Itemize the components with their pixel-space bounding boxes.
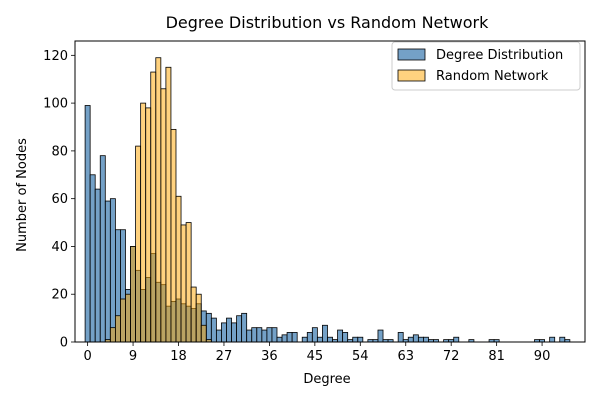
bar-series-1-degree-9 (130, 246, 136, 343)
bar-series-0-degree-27 (221, 322, 227, 343)
bar-series-0-degree-29 (231, 322, 237, 343)
bar-series-0-degree-2 (94, 188, 101, 343)
y-tick-label-40: 40 (51, 240, 68, 255)
bar-series-1-degree-19 (180, 224, 187, 343)
y-tick-label-60: 60 (51, 192, 68, 207)
y-ticks: 0 20 40 60 80 100 120 (43, 49, 75, 351)
bar-series-1-degree-21 (190, 286, 197, 343)
bar-series-1-degree-16 (165, 66, 172, 343)
bar-series-0-degree-94 (559, 336, 566, 343)
bar-series-0-degree-53 (352, 336, 359, 343)
legend-label-degree-distribution: Degree Distribution (436, 48, 563, 63)
legend: Degree Distribution Random Network (391, 41, 581, 91)
bar-series-0-degree-35 (261, 329, 268, 343)
bar-series-0-degree-48 (327, 336, 333, 343)
x-axis-label: Degree (303, 372, 350, 387)
x-tick-label-18: 18 (170, 349, 187, 364)
x-tick-label-72: 72 (443, 349, 460, 364)
bar-series-0-degree-30 (236, 315, 243, 343)
bar-series-0-degree-51 (342, 332, 349, 343)
bar-series-1-degree-11 (140, 102, 147, 343)
bar-series-0-degree-34 (256, 327, 263, 343)
bar-series-0-degree-33 (251, 327, 258, 343)
bar-series-0-degree-4 (104, 200, 111, 343)
y-tick-label-0: 0 (60, 336, 68, 351)
bar-series-0-degree-37 (271, 327, 278, 343)
bar-series-0-degree-40 (286, 332, 293, 343)
bar-series-0-degree-64 (407, 336, 414, 343)
plot-frame (74, 40, 586, 343)
bar-series-0-degree-50 (337, 329, 344, 343)
bar-series-1-degree-14 (155, 57, 162, 343)
bar-series-1-degree-7 (120, 298, 126, 343)
x-tick-label-9: 9 (129, 349, 137, 364)
bar-series-0-degree-0 (84, 105, 91, 343)
bar-series-0-degree-28 (226, 317, 232, 343)
legend-swatch-random-network (397, 69, 426, 82)
bar-series-0-degree-45 (311, 327, 318, 343)
bar-series-1-degree-5 (109, 327, 116, 343)
bars-layer (84, 57, 571, 343)
y-axis-label: Number of Nodes (15, 138, 30, 252)
bar-series-1-degree-15 (160, 88, 167, 343)
bar-series-0-degree-1 (89, 174, 96, 343)
x-tick-label-90: 90 (534, 349, 551, 364)
y-tick-label-20: 20 (51, 288, 68, 303)
x-tick-label-27: 27 (216, 349, 233, 364)
bar-series-0-degree-31 (241, 312, 248, 343)
bar-series-0-degree-43 (301, 336, 308, 343)
bar-series-0-degree-66 (417, 336, 424, 343)
y-tick-label-120: 120 (43, 49, 68, 64)
bar-series-0-degree-26 (215, 329, 222, 343)
bar-series-1-degree-6 (114, 315, 121, 343)
x-tick-label-36: 36 (261, 349, 278, 364)
bar-series-0-degree-24 (205, 312, 212, 343)
y-tick-label-80: 80 (51, 144, 68, 159)
bar-series-0-degree-36 (266, 327, 273, 343)
bar-series-0-degree-41 (291, 332, 298, 343)
bar-series-1-degree-23 (200, 324, 207, 343)
bar-series-0-degree-38 (276, 336, 283, 343)
x-tick-label-81: 81 (488, 349, 505, 364)
bar-series-0-degree-92 (549, 336, 556, 343)
bar-series-1-degree-10 (135, 145, 142, 343)
bar-series-1-degree-17 (170, 128, 177, 343)
bar-series-0-degree-73 (453, 336, 460, 343)
bar-series-0-degree-25 (210, 317, 217, 343)
x-ticks: 0 9 18 27 36 45 54 63 72 81 90 (83, 342, 550, 364)
x-tick-label-63: 63 (397, 349, 414, 364)
bar-series-1-degree-13 (150, 71, 157, 343)
bar-series-0-degree-5 (109, 198, 116, 343)
bar-series-0-degree-46 (316, 336, 323, 343)
x-tick-label-45: 45 (307, 349, 324, 364)
legend-frame (391, 41, 581, 91)
bar-series-1-degree-18 (175, 195, 182, 343)
legend-swatch-degree-distribution (397, 48, 426, 61)
bar-series-1-degree-20 (185, 222, 192, 343)
bar-series-0-degree-58 (377, 329, 384, 343)
bar-series-1-degree-8 (125, 293, 131, 343)
y-tick-label-100: 100 (43, 97, 68, 112)
bar-series-0-degree-3 (99, 155, 106, 343)
bar-series-1-degree-12 (145, 107, 152, 343)
bar-series-0-degree-62 (397, 332, 404, 343)
bar-series-1-degree-22 (195, 293, 202, 343)
bar-series-0-degree-39 (281, 334, 288, 343)
chart-title: Degree Distribution vs Random Network (166, 13, 490, 32)
bar-series-0-degree-54 (357, 336, 364, 343)
bar-series-0-degree-44 (306, 332, 313, 343)
bar-series-0-degree-47 (322, 324, 328, 343)
bar-series-0-degree-32 (246, 329, 253, 343)
x-tick-label-54: 54 (352, 349, 369, 364)
x-tick-label-0: 0 (83, 349, 91, 364)
bar-series-0-degree-67 (423, 336, 429, 343)
bar-series-0-degree-65 (412, 334, 419, 343)
legend-label-random-network: Random Network (436, 69, 549, 84)
